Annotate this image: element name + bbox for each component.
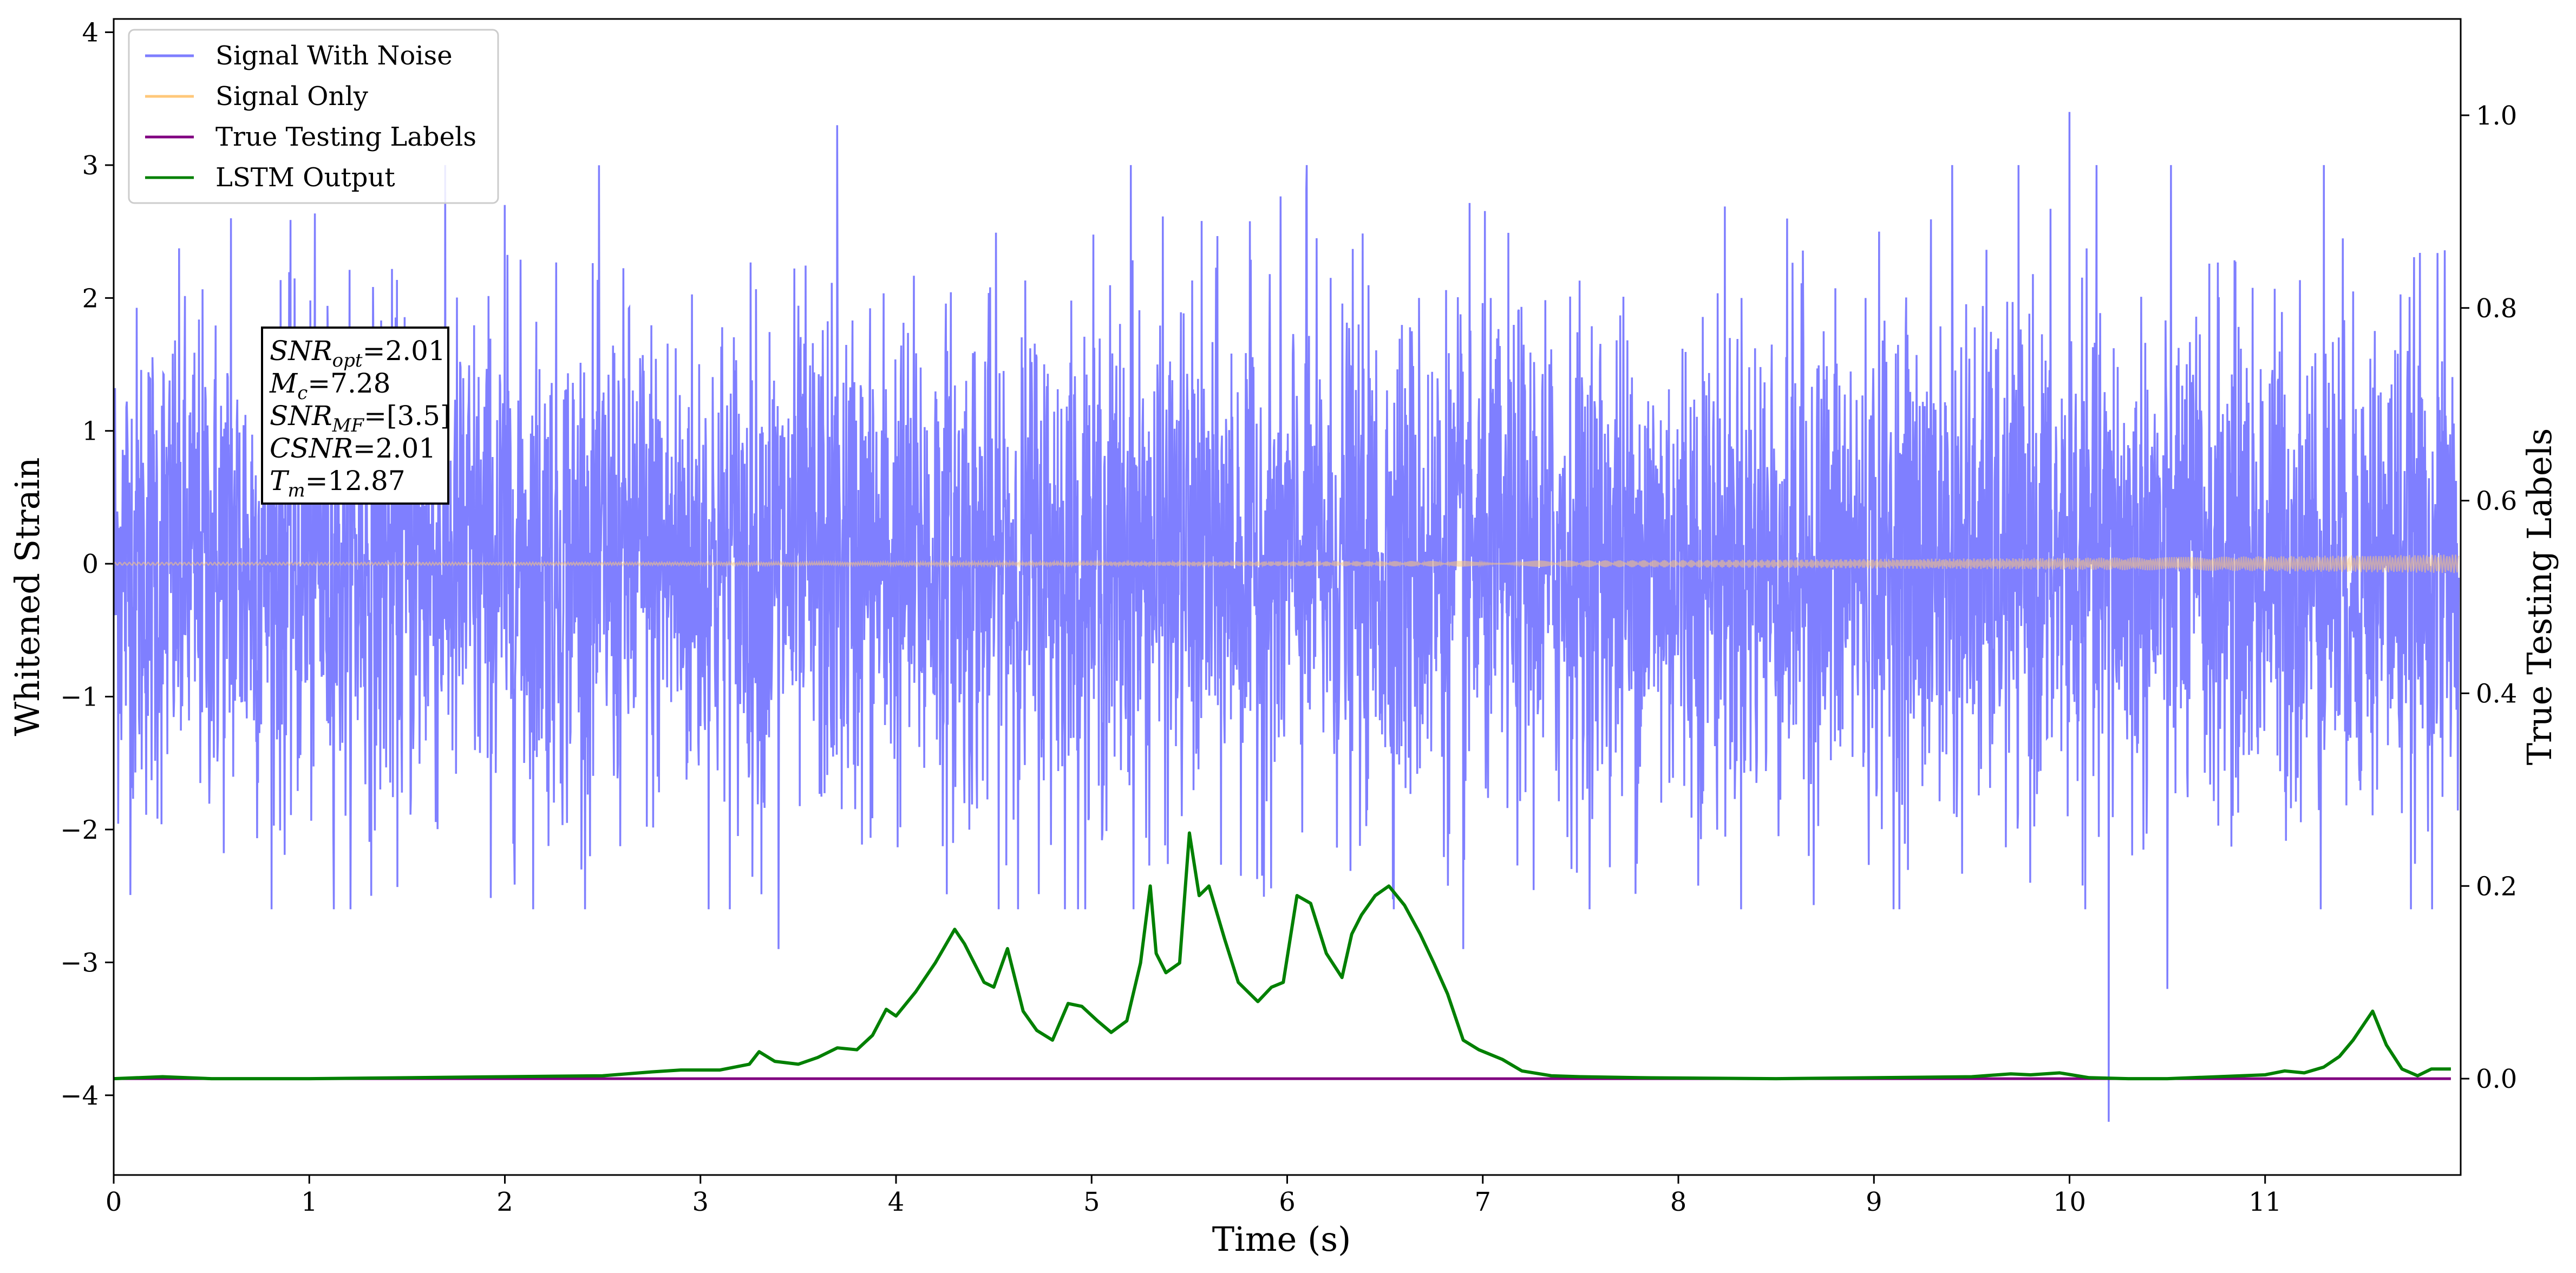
annotation-tm: Tm=12.87 [270,465,406,501]
y-tick-label: 3 [82,151,99,181]
x-tick-label: 9 [1866,1187,1882,1217]
x-tick-label: 10 [2053,1187,2086,1217]
x-tick-label: 5 [1083,1187,1100,1217]
legend-label-signal-only: Signal Only [215,81,368,112]
x-tick-label: 8 [1670,1187,1687,1217]
y-axis-label-right: True Testing Labels [2520,428,2559,766]
y-axis-right: 0.0 0.2 0.4 0.6 0.8 1.0 [2461,101,2517,1094]
annotation-snr-opt: SNRopt=2.01 [270,335,446,371]
legend-label-true-testing-labels: True Testing Labels [215,122,476,152]
x-axis: 0 1 2 3 4 5 6 7 8 9 10 11 [106,1175,2281,1217]
legend-label-signal-with-noise: Signal With Noise [215,41,453,71]
y-tick-label: −2 [60,815,99,845]
y2-tick-label: 0.2 [2476,871,2517,902]
y-tick-label: 1 [82,416,99,447]
y-tick-label: −1 [60,682,99,713]
y2-tick-label: 0.8 [2476,293,2517,324]
series-lstm-output [114,831,2451,1081]
y-axis-left: −4 −3 −2 −1 0 1 2 3 4 [60,18,114,1111]
x-tick-label: 11 [2248,1187,2281,1217]
x-tick-label: 7 [1474,1187,1491,1217]
annotation-frame [261,327,449,505]
y-tick-label: 4 [82,18,99,48]
x-tick-label: 4 [888,1187,905,1217]
annotation-snr-mf: SNRMF=[3.5] [270,400,451,436]
y2-tick-label: 0.6 [2476,486,2517,517]
y-tick-label: 2 [82,283,99,314]
y2-tick-label: 0.4 [2476,678,2517,709]
y-tick-label: −3 [60,948,99,978]
x-tick-label: 6 [1279,1187,1296,1217]
y2-tick-label: 1.0 [2476,101,2517,131]
y2-tick-label: 0.0 [2476,1064,2517,1094]
annotation-csnr: CSNR=2.01 [270,433,436,464]
x-tick-label: 3 [692,1187,709,1217]
x-axis-label: Time (s) [1212,1219,1351,1259]
annotation-box: SNRopt=2.01 Mc=7.28 SNRMF=[3.5] CSNR=2.0… [261,327,451,505]
x-tick-label: 0 [106,1187,122,1217]
x-tick-label: 1 [301,1187,318,1217]
series-signal-only [114,554,2460,573]
legend-label-lstm-output: LSTM Output [215,162,395,193]
legend-frame [128,29,499,204]
series-signal-with-noise [114,112,2460,1122]
annotation-mc: Mc=7.28 [269,368,390,404]
x-tick-label: 2 [496,1187,513,1217]
legend: Signal With Noise Signal Only True Testi… [128,29,499,204]
y-axis-label-left: Whitened Strain [8,458,47,736]
y-tick-label: −4 [60,1081,99,1111]
y-tick-label: 0 [82,549,99,579]
